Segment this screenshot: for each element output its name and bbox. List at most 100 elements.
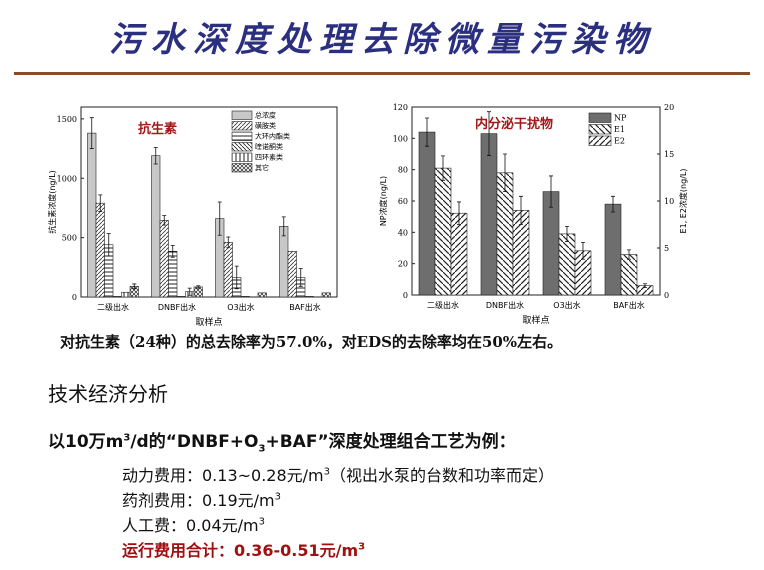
bar-其它 <box>257 292 267 298</box>
removal-caption: 对抗生素（24种）的总去除率为57.0%，对EDS的去除率均在50%左右。 <box>60 333 563 351</box>
bar-E1 <box>434 167 452 296</box>
legend-label: NP <box>614 114 627 123</box>
legend-label: E2 <box>614 137 625 146</box>
legend-swatch <box>231 110 253 120</box>
y-tick-label: 120 <box>393 103 408 112</box>
bar-E2 <box>450 212 468 296</box>
plot-frame <box>80 106 338 298</box>
chart-annotation: 抗生素 <box>138 121 177 137</box>
x-axis-label: 取样点 <box>522 314 549 326</box>
error-bar <box>487 111 491 156</box>
error-bar <box>89 117 94 149</box>
x-tick-label: 二级出水 <box>427 300 459 310</box>
error-bar <box>106 233 111 257</box>
bar-磺胺类 <box>223 242 233 298</box>
error-bar <box>503 153 507 192</box>
y-right-tick-label: 10 <box>664 197 674 206</box>
cost-item-chemicals: 药剂费用：0.19元/m3 <box>122 491 281 510</box>
y-tick-label: 500 <box>62 234 77 243</box>
y-tick-label: 1000 <box>57 174 77 183</box>
bar-磺胺类 <box>159 220 169 298</box>
y-axis-label: NP浓度(ng/L) <box>378 176 388 226</box>
y-right-tick-label: 5 <box>664 244 669 253</box>
x-tick-label: O3出水 <box>553 300 580 310</box>
bar-喹诺酮类 <box>176 296 186 298</box>
legend-swatch <box>588 112 612 123</box>
legend-swatch <box>231 142 253 152</box>
bar-总浓度 <box>279 226 289 298</box>
error-bar <box>170 244 175 258</box>
bar-总浓度 <box>151 155 161 298</box>
y-tick-label: 40 <box>398 228 408 237</box>
chart-annotation: 内分泌干扰物 <box>475 116 553 132</box>
legend-swatch <box>588 124 612 135</box>
y-tick-label: 100 <box>393 134 408 143</box>
x-tick-label: 二级出水 <box>97 302 129 312</box>
x-tick-label: DNBF出水 <box>158 302 196 312</box>
y-tick-label: 20 <box>398 260 408 269</box>
y-axis-label: 抗生素浓度(ng/L) <box>47 170 57 234</box>
cost-item-power: 动力费用：0.13~0.28元/m3（视出水泵的台数和功率而定） <box>122 466 555 485</box>
slide-title: 污水深度处理去除微量污染物 <box>109 20 655 60</box>
bar-喹诺酮类 <box>112 296 122 298</box>
x-tick-label: DNBF出水 <box>486 300 524 310</box>
error-bar <box>187 287 192 296</box>
legend-label: E1 <box>614 125 625 134</box>
legend-label: 其它 <box>255 163 269 172</box>
error-bar <box>217 201 222 236</box>
error-bar <box>132 283 137 290</box>
bar-NP <box>480 133 498 296</box>
bar-NP <box>418 131 436 296</box>
bar-E1 <box>558 233 576 296</box>
error-bar <box>565 225 569 242</box>
error-bar <box>281 216 286 237</box>
y-right-tick-label: 20 <box>664 103 674 112</box>
bar-喹诺酮类 <box>240 296 250 298</box>
legend-label: 四环素类 <box>255 153 283 162</box>
title-divider <box>14 72 750 75</box>
y-right-axis-label: E1, E2浓度(ng/L) <box>678 169 688 234</box>
error-bar <box>153 146 158 165</box>
x-tick-label: BAF出水 <box>289 302 321 312</box>
legend-swatch <box>231 152 253 162</box>
error-bar <box>425 117 429 147</box>
legend-swatch <box>231 131 253 141</box>
y-tick-label: 0 <box>403 291 408 300</box>
x-tick-label: BAF出水 <box>613 300 645 310</box>
error-bar <box>298 268 303 287</box>
error-bar <box>627 249 631 260</box>
legend-swatch <box>231 121 253 131</box>
cost-item-total: 运行费用合计：0.36-0.51元/m3 <box>122 541 366 560</box>
bar-总浓度 <box>87 132 97 298</box>
y-right-tick-label: 15 <box>664 150 674 159</box>
legend-swatch <box>231 163 253 173</box>
bar-其它 <box>321 292 331 298</box>
section-heading: 技术经济分析 <box>48 382 168 406</box>
legend-label: 喹诺酮类 <box>255 142 283 151</box>
error-bar <box>519 195 523 225</box>
cost-item-labor: 人工费：0.04元/m3 <box>122 516 265 535</box>
legend-swatch <box>588 135 612 146</box>
error-bar <box>234 265 239 290</box>
bar-NP <box>604 203 622 296</box>
bar-喹诺酮类 <box>304 296 314 298</box>
error-bar <box>162 215 167 226</box>
y-tick-label: 1500 <box>57 115 77 124</box>
error-bar <box>643 283 647 288</box>
bar-磺胺类 <box>95 202 105 298</box>
error-bar <box>611 195 615 213</box>
example-line: 以10万m3/d的“DNBF+O3+BAF”深度处理组合工艺为例： <box>48 432 516 455</box>
bar-E1 <box>620 254 638 296</box>
y-tick-label: 60 <box>398 197 408 206</box>
antibiotics-chart: 0 500 1000 1500 二级出水 DNBF出水 O3出水 BAF出水 总浓度磺胺类大环内… <box>47 106 338 328</box>
x-tick-label: O3出水 <box>227 302 254 312</box>
error-bar <box>457 201 461 225</box>
error-bar <box>549 175 553 208</box>
error-bar <box>226 236 231 249</box>
y-right-tick-label: 0 <box>664 291 669 300</box>
x-axis-label: 取样点 <box>195 316 222 328</box>
error-bar <box>98 194 103 212</box>
legend-label: 磺胺类 <box>255 121 276 130</box>
legend-label: 大环内酯类 <box>255 132 290 141</box>
bar-磺胺类 <box>287 250 297 298</box>
